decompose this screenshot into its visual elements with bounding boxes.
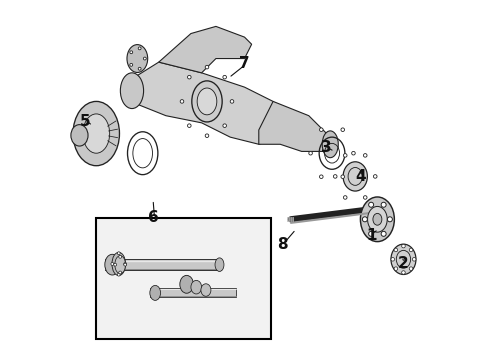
Circle shape xyxy=(401,271,405,274)
Circle shape xyxy=(223,124,226,127)
Circle shape xyxy=(408,267,412,270)
Bar xyxy=(105,259,221,270)
Circle shape xyxy=(340,175,344,179)
Text: 5: 5 xyxy=(80,113,91,129)
Ellipse shape xyxy=(115,256,125,274)
Ellipse shape xyxy=(149,285,160,300)
Circle shape xyxy=(340,128,344,131)
Text: 1: 1 xyxy=(366,228,376,243)
Circle shape xyxy=(363,154,366,157)
Circle shape xyxy=(180,100,183,103)
Text: 6: 6 xyxy=(148,210,159,225)
Ellipse shape xyxy=(191,81,222,122)
Circle shape xyxy=(319,128,323,131)
Ellipse shape xyxy=(372,213,381,225)
Circle shape xyxy=(401,244,405,248)
Circle shape xyxy=(143,57,146,60)
Circle shape xyxy=(343,196,346,199)
Circle shape xyxy=(223,75,226,79)
Circle shape xyxy=(123,262,126,265)
Text: 4: 4 xyxy=(355,169,365,184)
Text: 3: 3 xyxy=(321,140,331,156)
Circle shape xyxy=(114,263,116,266)
Ellipse shape xyxy=(367,206,386,232)
Text: 7: 7 xyxy=(239,57,249,71)
Circle shape xyxy=(130,51,132,54)
Ellipse shape xyxy=(127,45,147,72)
Ellipse shape xyxy=(343,162,366,191)
Circle shape xyxy=(351,152,354,155)
Circle shape xyxy=(130,63,132,66)
Circle shape xyxy=(205,134,208,138)
Circle shape xyxy=(343,154,346,157)
Circle shape xyxy=(362,217,366,222)
Circle shape xyxy=(138,67,141,70)
Circle shape xyxy=(333,175,336,178)
Circle shape xyxy=(123,263,126,266)
Circle shape xyxy=(111,262,114,265)
Ellipse shape xyxy=(112,252,125,275)
Bar xyxy=(149,288,235,297)
Ellipse shape xyxy=(180,275,193,293)
Circle shape xyxy=(117,273,120,276)
Ellipse shape xyxy=(360,197,393,242)
Polygon shape xyxy=(159,26,251,73)
Circle shape xyxy=(119,255,122,258)
Circle shape xyxy=(393,267,397,270)
Circle shape xyxy=(138,47,141,50)
Circle shape xyxy=(380,231,386,236)
Circle shape xyxy=(187,75,191,79)
Bar xyxy=(96,217,271,339)
Ellipse shape xyxy=(71,125,88,146)
Circle shape xyxy=(308,152,312,155)
Circle shape xyxy=(386,217,391,222)
Ellipse shape xyxy=(120,73,143,109)
Text: 2: 2 xyxy=(397,256,408,271)
Circle shape xyxy=(205,65,208,69)
Circle shape xyxy=(187,124,191,127)
Circle shape xyxy=(411,257,415,261)
Ellipse shape xyxy=(82,114,109,153)
Circle shape xyxy=(373,175,376,178)
Ellipse shape xyxy=(390,244,415,274)
Circle shape xyxy=(393,248,397,252)
Circle shape xyxy=(230,100,233,103)
Circle shape xyxy=(380,202,386,207)
Polygon shape xyxy=(258,102,329,152)
Circle shape xyxy=(117,252,120,255)
Text: 8: 8 xyxy=(276,237,287,252)
Ellipse shape xyxy=(190,280,201,294)
Ellipse shape xyxy=(322,131,338,158)
Circle shape xyxy=(408,248,412,252)
Circle shape xyxy=(368,231,373,236)
Circle shape xyxy=(319,175,323,179)
Ellipse shape xyxy=(197,88,216,115)
Ellipse shape xyxy=(104,254,120,275)
Ellipse shape xyxy=(215,258,224,271)
Circle shape xyxy=(368,202,373,207)
Circle shape xyxy=(363,196,366,199)
Circle shape xyxy=(390,257,394,261)
Ellipse shape xyxy=(201,284,210,296)
Polygon shape xyxy=(130,62,287,144)
Ellipse shape xyxy=(73,102,119,166)
Circle shape xyxy=(119,271,122,274)
